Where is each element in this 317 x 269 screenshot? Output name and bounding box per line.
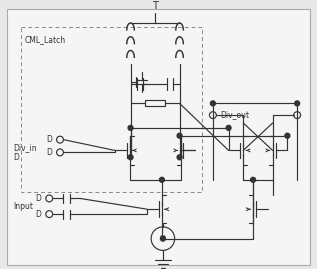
Circle shape <box>251 177 256 182</box>
Text: D: D <box>36 194 42 203</box>
Circle shape <box>128 155 133 160</box>
Circle shape <box>160 236 165 241</box>
Text: Div_out: Div_out <box>221 110 250 119</box>
Circle shape <box>226 125 231 130</box>
Text: D: D <box>13 153 19 162</box>
Circle shape <box>128 125 133 130</box>
Text: D: D <box>46 148 52 157</box>
Text: Input: Input <box>13 202 33 211</box>
Circle shape <box>177 155 182 160</box>
Text: D: D <box>36 210 42 219</box>
Text: T: T <box>152 1 158 11</box>
Bar <box>145 100 165 106</box>
Circle shape <box>295 101 300 106</box>
Circle shape <box>285 133 290 138</box>
Circle shape <box>210 101 215 106</box>
Text: D: D <box>46 135 52 144</box>
Circle shape <box>177 133 182 138</box>
Text: CML_Latch: CML_Latch <box>25 35 66 44</box>
Circle shape <box>159 177 165 182</box>
Text: Div_in: Div_in <box>13 143 36 152</box>
